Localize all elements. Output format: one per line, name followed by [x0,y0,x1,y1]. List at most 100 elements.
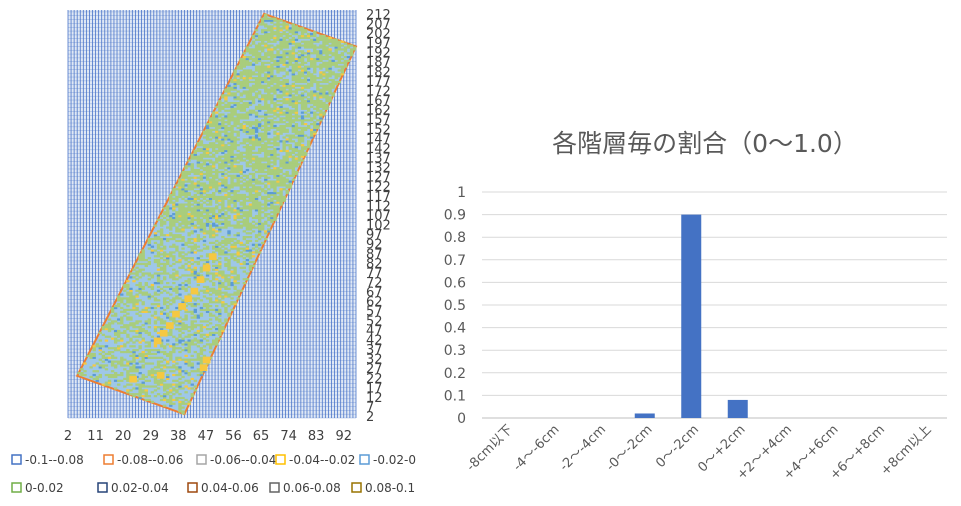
heatmap-cell [236,178,240,181]
heatmap-cell [257,121,262,124]
heatmap-cell [261,55,265,59]
heatmap-cell [276,96,280,99]
heatmap-cell [242,130,247,133]
heatmap-cell [199,350,204,354]
heatmap-cell [285,161,289,164]
heatmap-cell [279,182,283,185]
heatmap-cell [282,182,286,185]
heatmap-cell [104,381,109,384]
heatmap-cell [172,245,176,248]
heatmap-cell [156,304,161,308]
heatmap-cell [291,98,296,101]
heatmap-cell [267,19,271,22]
heatmap-cell [294,63,299,66]
heatmap-cell [310,57,314,61]
heatmap-cell [242,222,247,225]
heatmap-cell [328,92,332,95]
heatmap-cell [264,222,268,225]
heatmap-cell [261,159,265,162]
heatmap-cell [126,316,130,319]
heatmap-cell [221,283,225,287]
heatmap-cell [270,170,274,174]
heatmap-cell [310,77,314,80]
heatmap-cell [230,237,234,241]
heatmap-cell [291,161,296,164]
heatmap-cell [267,25,271,28]
heatmap-cell [303,34,308,38]
heatmap-cell [236,130,240,133]
heatmap-cell [270,119,274,122]
heatmap-cell [300,138,305,141]
heatmap-cell [153,345,158,348]
heatmap-cell [270,216,274,220]
heatmap-cell [248,57,253,61]
heatmap-cell [153,255,158,258]
heatmap-cell [199,268,204,271]
heatmap-cell [181,381,185,384]
heatmap-cell [270,82,274,86]
heatmap-cell [181,349,185,352]
heatmap-cell [230,124,234,128]
heatmap-cell [215,207,219,210]
heatmap-cell [221,119,225,122]
heatmap-cell [251,100,256,103]
heatmap-cell [230,293,234,296]
heatmap-cell [285,155,289,158]
heatmap-cell [254,138,259,141]
heatmap-cell [107,381,112,384]
heatmap-cell [227,188,231,191]
heatmap-cell [208,224,213,227]
heatmap-cell [276,32,280,36]
heatmap-cell [147,278,152,281]
x-tick-label: 29 [142,429,159,444]
heatmap-cell [254,67,259,70]
heatmap-cell [187,326,191,329]
heatmap-cell [227,170,231,174]
heatmap-cell [325,107,329,110]
heatmap-cell [150,368,155,371]
heatmap-cell [215,128,219,131]
heatmap-cell [285,123,289,126]
heatmap-cell [107,335,112,338]
heatmap-cell [159,326,164,329]
heatmap-cell [181,176,185,179]
heatmap-cell [181,287,185,290]
y-tick-label: 132 [366,161,391,176]
heatmap-cell [276,65,280,68]
heatmap-cell [261,128,265,131]
heatmap-cell [303,126,308,130]
bar-plot-area: 各階層毎の割合（0〜1.0）00.10.20.30.40.50.60.70.80… [444,129,947,483]
heatmap-cell [279,100,283,103]
heatmap-cell [126,297,130,300]
heatmap-cell [175,272,179,275]
heatmap-cell [199,207,204,210]
heatmap-cell [138,354,142,358]
heatmap-cell [251,123,256,126]
heatmap-cell [227,237,231,241]
heatmap-cell [242,182,247,185]
heatmap-cell [239,216,243,220]
heatmap-cell [187,184,191,187]
heatmap-cell [282,155,286,158]
heatmap-cell [328,90,332,93]
heatmap-cell [230,132,234,135]
heatmap-cell [300,71,305,74]
heatmap-cell [245,180,250,183]
heatmap-cell [251,165,256,168]
heatmap-cell [218,253,222,256]
heatmap-cell [202,280,207,283]
heatmap-cell [297,34,302,38]
heatmap-cell [239,94,243,97]
heatmap-cell [294,124,299,128]
heatmap-cell [166,272,170,275]
heatmap-cell [169,354,173,358]
heatmap-cell [248,86,253,89]
heatmap-cell [141,293,145,296]
heatmap-cell [215,291,219,294]
heatmap-cell [153,343,158,346]
heatmap-cell [178,209,182,212]
heatmap-cell [239,71,243,74]
heatmap-cell [264,65,268,68]
heatmap-cell [199,362,204,365]
heatmap-cell [236,180,240,183]
